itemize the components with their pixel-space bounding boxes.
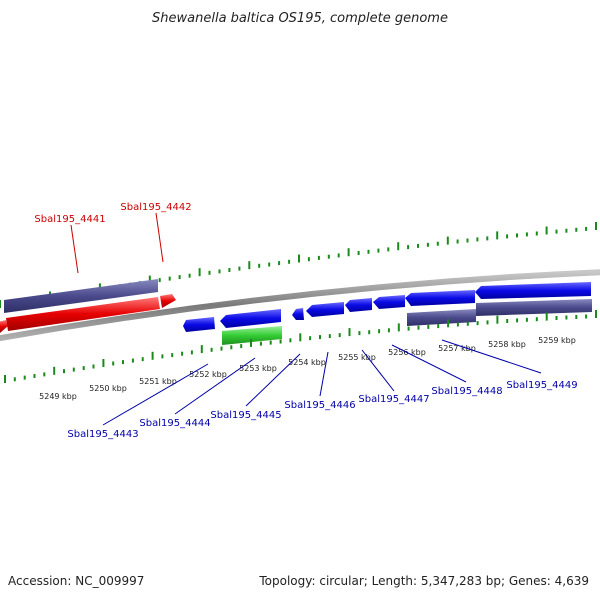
gene-label-sbal195-4441[interactable]: Sbal195_4441 [34, 214, 105, 225]
gene-label-sbal195-4446[interactable]: Sbal195_4446 [284, 400, 355, 411]
gene-arrow[interactable] [160, 294, 176, 308]
gene-arrow[interactable] [0, 320, 8, 333]
feature-bar[interactable] [4, 279, 158, 313]
gene-arrow[interactable] [220, 309, 281, 328]
gene-arrow[interactable] [475, 282, 591, 299]
forward-features [0, 279, 176, 333]
feature-bar[interactable] [407, 309, 476, 326]
tick-label-5258: 5258 kbp [488, 340, 526, 349]
gene-label-sbal195-4448[interactable]: Sbal195_4448 [431, 386, 502, 397]
gene-arrow[interactable] [345, 298, 372, 312]
tick-label-5257: 5257 kbp [438, 344, 476, 353]
tick-label-5249: 5249 kbp [39, 392, 77, 401]
gene-leader-line [70, 224, 79, 274]
tick-label-5259: 5259 kbp [538, 336, 576, 345]
rna-feature[interactable] [222, 326, 282, 345]
gene-label-sbal195-4443[interactable]: Sbal195_4443 [67, 429, 138, 440]
gene-arrow[interactable] [405, 290, 475, 306]
gene-label-sbal195-4442[interactable]: Sbal195_4442 [120, 202, 191, 213]
gene-arrow[interactable] [306, 302, 344, 317]
tick-label-5254: 5254 kbp [288, 358, 326, 367]
reverse-gene-labels: Sbal195_4443 Sbal195_4444 Sbal195_4445 S… [67, 339, 578, 440]
gene-leader-line [391, 344, 467, 383]
accession-text: Accession: NC_009997 [8, 574, 144, 588]
tick-label-5251: 5251 kbp [139, 377, 177, 386]
gene-leader-line [174, 357, 256, 415]
gene-leader-line [245, 353, 301, 407]
map-title: Shewanella baltica OS195, complete genom… [152, 11, 448, 26]
gene-arrow[interactable] [6, 297, 160, 331]
feature-bar[interactable] [476, 299, 592, 316]
tick-label-5255: 5255 kbp [338, 353, 376, 362]
gene-leader-line [155, 212, 164, 263]
gene-leader-line [441, 339, 542, 374]
tick-label-5253: 5253 kbp [239, 364, 277, 373]
gene-arrow[interactable] [292, 308, 304, 320]
gene-label-sbal195-4449[interactable]: Sbal195_4449 [506, 380, 577, 391]
gene-label-sbal195-4447[interactable]: Sbal195_4447 [358, 394, 429, 405]
genome-summary-text: Topology: circular; Length: 5,347,283 bp… [258, 574, 589, 588]
tick-label-5250: 5250 kbp [89, 384, 127, 393]
gene-leader-line [102, 363, 209, 426]
gene-leader-line [361, 349, 395, 392]
lower-tick-track [4, 310, 597, 383]
forward-gene-labels: Sbal195_4441 Sbal195_4442 [34, 202, 192, 274]
gene-leader-line [319, 351, 329, 397]
tick-label-5252: 5252 kbp [189, 370, 227, 379]
genome-backbone [0, 269, 600, 342]
gene-label-sbal195-4445[interactable]: Sbal195_4445 [210, 410, 281, 421]
gene-arrow[interactable] [373, 295, 405, 309]
gene-arrow[interactable] [183, 317, 215, 332]
gene-label-sbal195-4444[interactable]: Sbal195_4444 [139, 418, 210, 429]
reverse-features [183, 282, 592, 345]
